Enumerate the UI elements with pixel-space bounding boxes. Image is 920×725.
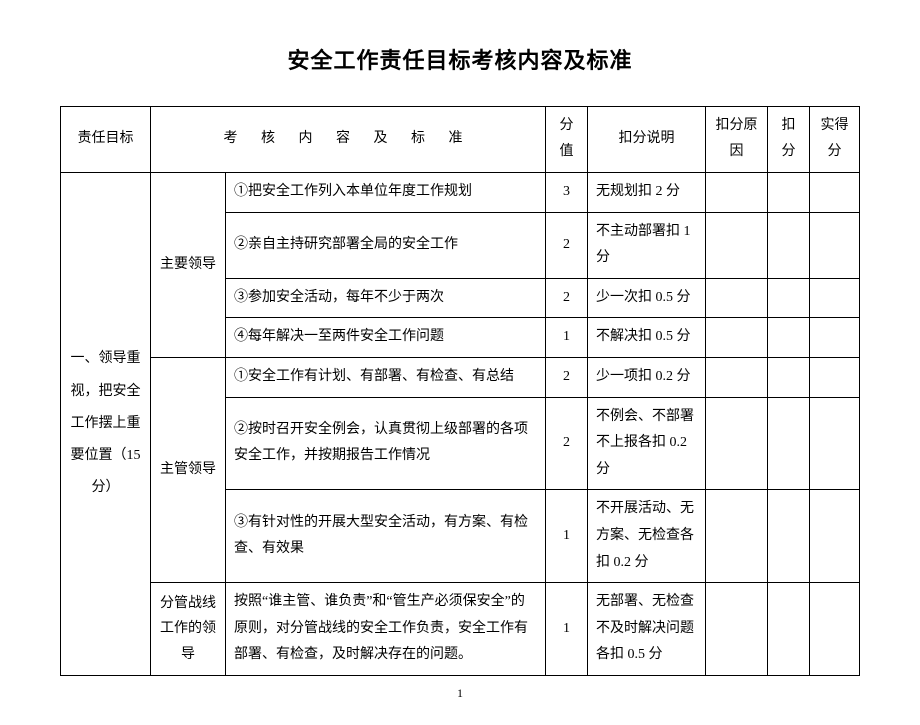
deduct-reason-cell — [706, 583, 768, 676]
col-deduct-header: 扣分 — [768, 106, 810, 172]
deduct-explain-cell: 不例会、不部署不上报各扣 0.2 分 — [588, 397, 706, 490]
deduct-reason-cell — [706, 397, 768, 490]
page-number: 1 — [60, 682, 860, 705]
group-cell: 主要领导 — [151, 172, 226, 357]
final-cell — [810, 318, 860, 358]
deduct-explain-cell: 少一次扣 0.5 分 — [588, 278, 706, 318]
deduct-reason-cell — [706, 318, 768, 358]
score-cell: 2 — [546, 212, 588, 278]
deduct-reason-cell — [706, 490, 768, 583]
content-cell: ①安全工作有计划、有部署、有检查、有总结 — [226, 357, 546, 397]
score-cell: 1 — [546, 318, 588, 358]
content-cell: ④每年解决一至两件安全工作问题 — [226, 318, 546, 358]
deduct-cell — [768, 278, 810, 318]
score-cell: 1 — [546, 490, 588, 583]
content-cell: ③参加安全活动，每年不少于两次 — [226, 278, 546, 318]
table-row: 分管战线工作的领导 按照“谁主管、谁负责”和“管生产必须保安全”的原则，对分管战… — [61, 583, 860, 676]
col-target-header: 责任目标 — [61, 106, 151, 172]
final-cell — [810, 397, 860, 490]
col-content-header: 考 核 内 容 及 标 准 — [151, 106, 546, 172]
final-cell — [810, 490, 860, 583]
deduct-cell — [768, 212, 810, 278]
table-row: 一、领导重视，把安全工作摆上重要位置（15 分） 主要领导 ①把安全工作列入本单… — [61, 172, 860, 212]
final-cell — [810, 212, 860, 278]
deduct-explain-cell: 少一项扣 0.2 分 — [588, 357, 706, 397]
deduct-explain-cell: 不解决扣 0.5 分 — [588, 318, 706, 358]
deduct-cell — [768, 318, 810, 358]
page-title: 安全工作责任目标考核内容及标准 — [60, 40, 860, 82]
score-cell: 2 — [546, 278, 588, 318]
score-cell: 1 — [546, 583, 588, 676]
deduct-explain-cell: 不开展活动、无方案、无检查各扣 0.2 分 — [588, 490, 706, 583]
deduct-reason-cell — [706, 212, 768, 278]
final-cell — [810, 357, 860, 397]
score-cell: 2 — [546, 397, 588, 490]
col-deduct-explain-header: 扣分说明 — [588, 106, 706, 172]
col-deduct-reason-header: 扣分原因 — [706, 106, 768, 172]
deduct-reason-cell — [706, 278, 768, 318]
deduct-reason-cell — [706, 357, 768, 397]
content-cell: 按照“谁主管、谁负责”和“管生产必须保安全”的原则，对分管战线的安全工作负责，安… — [226, 583, 546, 676]
content-cell: ①把安全工作列入本单位年度工作规划 — [226, 172, 546, 212]
score-cell: 3 — [546, 172, 588, 212]
deduct-cell — [768, 490, 810, 583]
deduct-cell — [768, 583, 810, 676]
group-cell: 主管领导 — [151, 357, 226, 582]
final-cell — [810, 172, 860, 212]
score-cell: 2 — [546, 357, 588, 397]
deduct-cell — [768, 397, 810, 490]
deduct-cell — [768, 357, 810, 397]
final-cell — [810, 583, 860, 676]
deduct-explain-cell: 无部署、无检查不及时解决问题各扣 0.5 分 — [588, 583, 706, 676]
deduct-explain-cell: 无规划扣 2 分 — [588, 172, 706, 212]
final-cell — [810, 278, 860, 318]
header-row: 责任目标 考 核 内 容 及 标 准 分值 扣分说明 扣分原因 扣分 实得分 — [61, 106, 860, 172]
deduct-explain-cell: 不主动部署扣 1 分 — [588, 212, 706, 278]
table-row: 主管领导 ①安全工作有计划、有部署、有检查、有总结 2 少一项扣 0.2 分 — [61, 357, 860, 397]
content-cell: ③有针对性的开展大型安全活动，有方案、有检查、有效果 — [226, 490, 546, 583]
col-score-header: 分值 — [546, 106, 588, 172]
deduct-cell — [768, 172, 810, 212]
col-final-header: 实得分 — [810, 106, 860, 172]
assessment-table: 责任目标 考 核 内 容 及 标 准 分值 扣分说明 扣分原因 扣分 实得分 一… — [60, 106, 860, 676]
content-cell: ②亲自主持研究部署全局的安全工作 — [226, 212, 546, 278]
deduct-reason-cell — [706, 172, 768, 212]
target-cell: 一、领导重视，把安全工作摆上重要位置（15 分） — [61, 172, 151, 675]
group-cell: 分管战线工作的领导 — [151, 583, 226, 676]
content-cell: ②按时召开安全例会，认真贯彻上级部署的各项安全工作，并按期报告工作情况 — [226, 397, 546, 490]
